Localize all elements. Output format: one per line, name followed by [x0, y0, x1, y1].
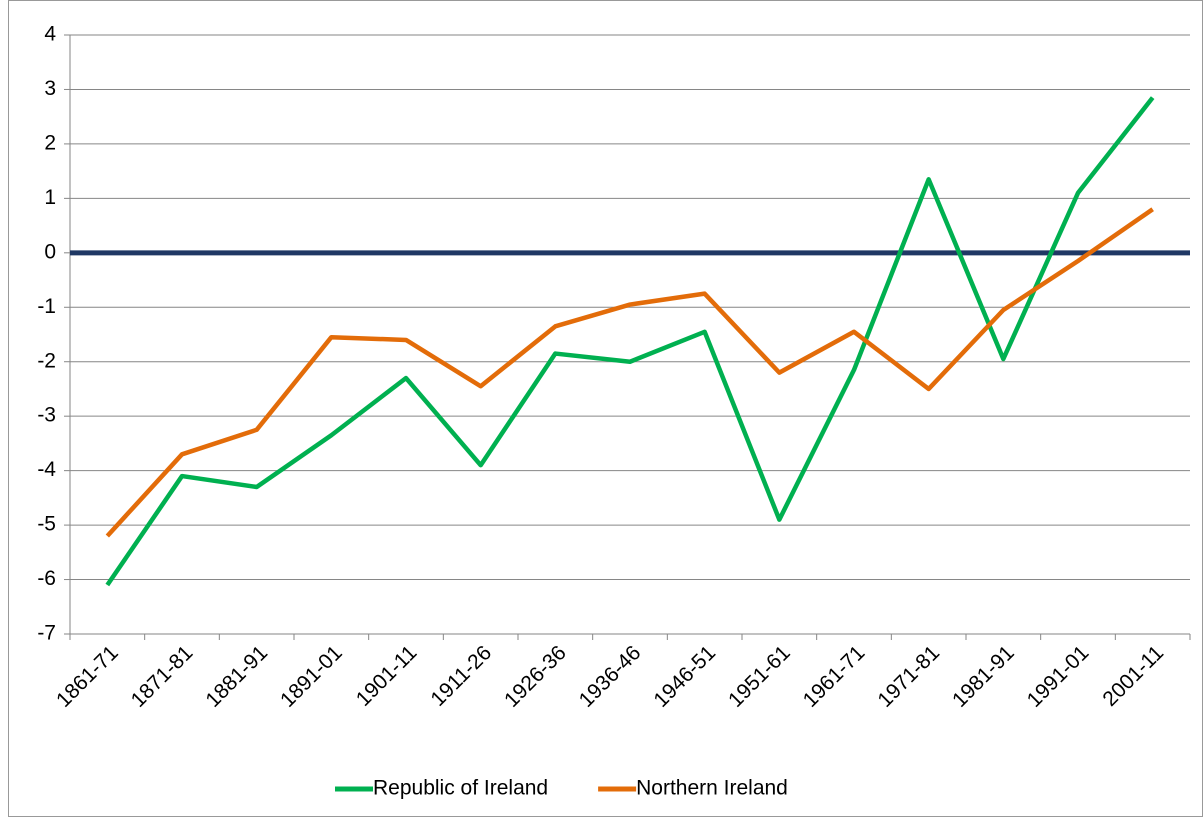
chart-border	[8, 0, 1203, 817]
y-tick-label: -1	[37, 295, 56, 318]
y-tick-label: -3	[37, 404, 56, 427]
y-tick-label: 2	[44, 131, 56, 154]
y-tick-label: 3	[44, 77, 56, 100]
y-tick-label: 4	[44, 23, 56, 46]
y-tick-label: 1	[44, 186, 56, 209]
y-tick-label: 0	[44, 240, 56, 263]
y-tick-label: -4	[37, 458, 56, 481]
y-tick-label: -7	[37, 622, 56, 645]
y-tick-label: -6	[37, 567, 56, 590]
series-line	[105, 96, 1155, 587]
y-tick-label: -5	[37, 513, 56, 536]
legend-label: Northern Ireland	[636, 777, 788, 800]
legend-label: Republic of Ireland	[373, 777, 548, 800]
y-tick-label: -2	[37, 349, 56, 372]
series-line	[105, 207, 1154, 538]
